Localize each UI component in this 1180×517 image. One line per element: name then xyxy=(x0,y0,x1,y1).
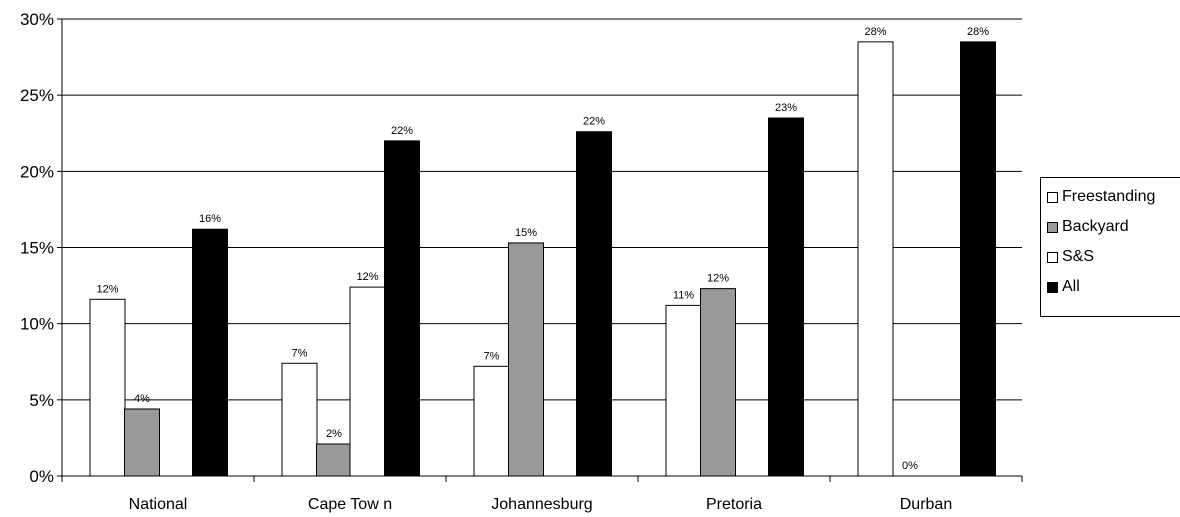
data-label: 15% xyxy=(515,227,537,239)
bar-freestanding-4 xyxy=(857,41,894,477)
data-label: 2% xyxy=(326,428,342,440)
data-label: 28% xyxy=(967,26,989,38)
bar-backyard-0 xyxy=(124,408,160,477)
legend-item-ss: S&S xyxy=(1047,246,1094,268)
legend-swatch-all xyxy=(1047,281,1058,293)
data-label: 22% xyxy=(391,125,413,137)
data-label: 7% xyxy=(484,350,500,362)
legend-swatch-freestanding xyxy=(1047,191,1058,203)
x-tick-label: National xyxy=(129,496,188,513)
y-tick-label: 15% xyxy=(20,239,54,258)
legend-item-freestanding: Freestanding xyxy=(1047,186,1155,208)
data-label: 12% xyxy=(707,273,729,285)
bar-all-4 xyxy=(960,41,996,477)
y-tick-label: 20% xyxy=(20,162,54,181)
legend-item-all: All xyxy=(1047,276,1080,298)
legend: Freestanding Backyard S&S All xyxy=(1040,177,1180,317)
data-label: 16% xyxy=(199,213,221,225)
legend-label-freestanding: Freestanding xyxy=(1062,188,1156,205)
bar-all-0 xyxy=(192,228,228,477)
bar-freestanding-1 xyxy=(281,362,318,477)
y-tick-labels: 0% 5% 10% 15% 20% 25% 30% xyxy=(20,10,54,486)
bar-freestanding-2 xyxy=(473,365,510,477)
bars xyxy=(89,41,996,477)
x-tick-label: Johannesburg xyxy=(491,496,592,513)
x-tick-label: Cape Tow n xyxy=(308,496,392,513)
bar-all-1 xyxy=(384,140,420,477)
data-label: 28% xyxy=(864,26,886,38)
y-tick-label: 30% xyxy=(20,10,54,29)
bar-backyard-3 xyxy=(700,288,736,477)
y-tick-label: 10% xyxy=(20,315,54,334)
data-label: 0% xyxy=(902,460,918,472)
legend-label-ss: S&S xyxy=(1062,248,1095,265)
bar-backyard-1 xyxy=(316,443,352,477)
bar-backyard-2 xyxy=(508,242,544,477)
data-label: 4% xyxy=(134,393,150,405)
bar-all-3 xyxy=(768,117,804,477)
x-tick-label: Pretoria xyxy=(706,496,762,513)
legend-label-backyard: Backyard xyxy=(1062,218,1129,235)
bar-all-2 xyxy=(576,131,612,477)
x-tick-label: Durban xyxy=(900,496,952,513)
y-tick-label: 0% xyxy=(29,467,54,486)
data-label: 11% xyxy=(673,289,694,301)
bar-freestanding-0 xyxy=(89,298,126,477)
axes xyxy=(57,18,1023,482)
y-tick-label: 5% xyxy=(29,391,54,410)
bar-ss-1 xyxy=(349,286,386,477)
legend-item-backyard: Backyard xyxy=(1047,216,1129,238)
data-label: 7% xyxy=(292,347,308,359)
legend-swatch-ss xyxy=(1047,251,1058,263)
legend-swatch-backyard xyxy=(1047,221,1058,233)
y-tick-label: 25% xyxy=(20,86,54,105)
data-label: 22% xyxy=(583,116,605,128)
data-label: 23% xyxy=(775,102,797,114)
data-label: 12% xyxy=(356,271,378,283)
data-labels: 12% 4% 16% 7% 2% 12% 22% 7% 15% 22% 11% 12% 23% 28% 0%… xyxy=(96,26,989,472)
data-label: 12% xyxy=(96,283,118,295)
legend-label-all: All xyxy=(1062,278,1080,295)
bar-freestanding-3 xyxy=(665,304,702,477)
x-tick-labels: National Cape Tow n Johannesburg Pretoria Du… xyxy=(129,496,953,513)
